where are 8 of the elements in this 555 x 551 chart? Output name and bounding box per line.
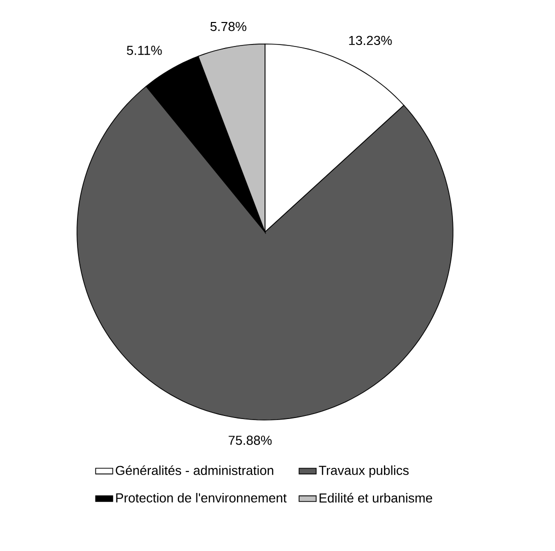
data-label: 75.88% bbox=[228, 436, 272, 445]
data-label: 5.78% bbox=[210, 22, 246, 32]
legend-label: Travaux publics bbox=[318, 465, 409, 478]
legend-label: Protection de l'environnement bbox=[116, 492, 287, 502]
legend-label: Généralités - administration bbox=[116, 465, 274, 476]
data-label: 5.11% bbox=[126, 46, 162, 55]
legend-label: Edilité et urbanisme bbox=[320, 492, 432, 503]
data-label: 13.23% bbox=[349, 36, 392, 46]
